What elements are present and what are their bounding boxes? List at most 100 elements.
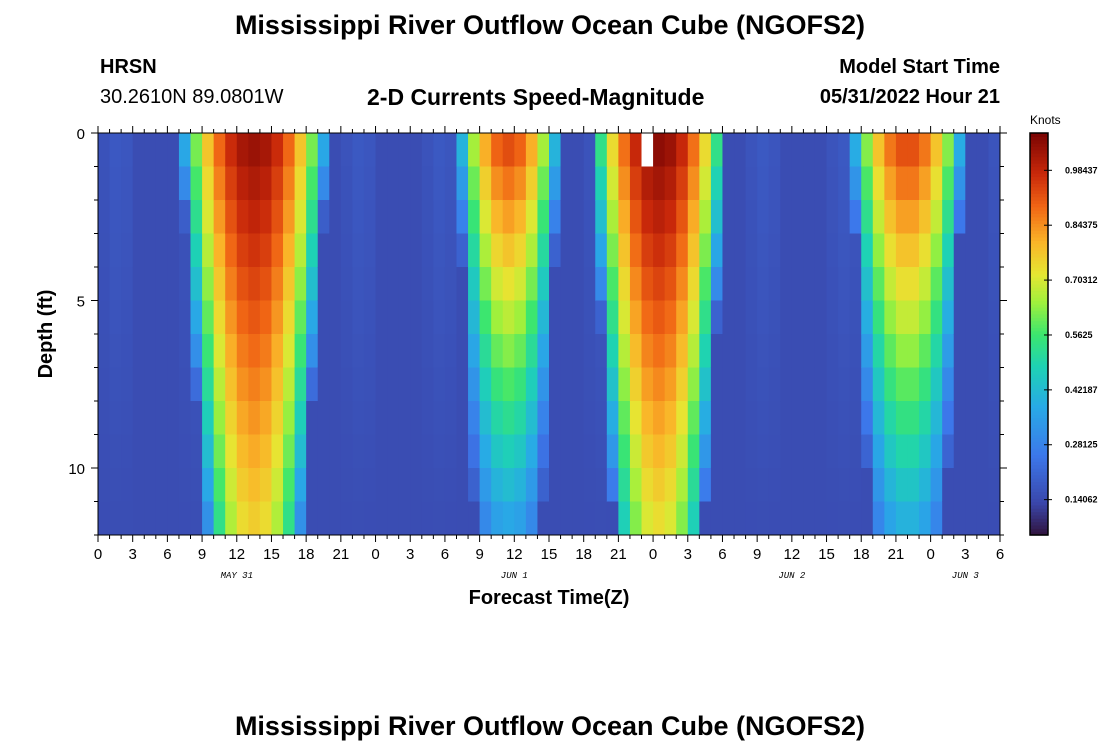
heatmap-cell: [676, 200, 689, 234]
heatmap-cell: [491, 267, 504, 301]
heatmap-cell: [919, 133, 932, 167]
heatmap-cell: [699, 166, 712, 201]
heatmap-cell: [699, 367, 712, 402]
heatmap-cell: [167, 233, 180, 268]
model-start-value: 05/31/2022 Hour 21: [819, 86, 1000, 108]
heatmap-cell: [363, 501, 377, 536]
heatmap-cell: [514, 267, 527, 301]
heatmap-cell: [248, 267, 261, 301]
heatmap-cell: [259, 200, 272, 234]
heatmap-cell: [687, 334, 700, 368]
heatmap-cell: [340, 200, 353, 234]
heatmap-cell: [907, 434, 920, 469]
heatmap-cell: [514, 468, 527, 502]
colorbar-segment: [1030, 451, 1048, 456]
heatmap-cell: [109, 133, 122, 167]
heatmap-cell: [444, 166, 457, 201]
colorbar-segment: [1030, 370, 1048, 375]
heatmap-cell: [433, 267, 446, 301]
heatmap-cell: [387, 200, 400, 234]
heatmap-cell: [363, 401, 377, 435]
heatmap-cell: [572, 434, 585, 469]
heatmap-cell: [444, 300, 457, 335]
heatmap-cell: [745, 166, 758, 201]
heatmap-cell: [167, 133, 180, 167]
heatmap-cell: [976, 367, 989, 402]
colorbar-segment: [1030, 277, 1048, 281]
colorbar-segment: [1030, 414, 1048, 419]
heatmap-cell: [444, 501, 457, 536]
heatmap-cell: [178, 501, 192, 536]
heatmap-cell: [699, 233, 712, 268]
heatmap-cell: [294, 367, 307, 402]
heatmap-cell: [213, 468, 226, 502]
heatmap-cell: [745, 233, 758, 268]
heatmap-cell: [560, 501, 573, 536]
heatmap-cell: [953, 300, 966, 335]
heatmap-cell: [965, 367, 978, 402]
heatmap-cell: [791, 233, 804, 268]
heatmap-cell: [849, 233, 862, 268]
heatmap-cell: [421, 200, 434, 234]
heatmap-cell: [814, 468, 828, 502]
heatmap-cell: [155, 166, 168, 201]
heatmap-cell: [491, 334, 504, 368]
heatmap-cell: [942, 200, 955, 234]
colorbar-segment: [1030, 407, 1048, 412]
heatmap-cell: [456, 300, 469, 335]
heatmap-cell: [468, 200, 481, 234]
heatmap-cell: [144, 233, 157, 268]
heatmap-cell: [537, 468, 550, 502]
heatmap-cell: [606, 200, 619, 234]
colorbar-segment: [1030, 156, 1048, 161]
heatmap-cell: [248, 133, 261, 167]
colorbar-segment: [1030, 260, 1048, 265]
heatmap-cell: [780, 367, 793, 402]
heatmap-cell: [919, 367, 932, 402]
heatmap-cell: [641, 133, 654, 167]
heatmap-cell: [167, 166, 180, 201]
heatmap-cell: [98, 233, 111, 268]
heatmap-cell: [895, 434, 908, 469]
heatmap-cell: [352, 434, 365, 469]
heatmap-cell: [988, 267, 1001, 301]
heatmap-cell: [514, 434, 527, 469]
colorbar-segment: [1030, 220, 1048, 225]
colorbar-segment: [1030, 313, 1048, 318]
heatmap-cell: [190, 334, 203, 368]
heatmap-cell: [283, 200, 296, 234]
heatmap-cell: [283, 401, 296, 435]
heatmap-cell: [202, 133, 215, 167]
heatmap-cell: [525, 401, 538, 435]
colorbar-segment: [1030, 367, 1048, 372]
heatmap-cell: [791, 334, 804, 368]
heatmap-cell: [329, 200, 342, 234]
colorbar-segment: [1030, 240, 1048, 245]
heatmap-cell: [491, 367, 504, 402]
heatmap-cell: [352, 401, 365, 435]
colorbar: 0.98437 0.84375 0.70312 0.5625 0.42187 0.2812…: [1029, 132, 1098, 536]
colorbar-segment: [1030, 521, 1048, 526]
heatmap-cell: [306, 166, 319, 201]
colorbar-segment: [1030, 360, 1048, 365]
heatmap-cell: [664, 367, 677, 402]
heatmap-cell: [849, 133, 862, 167]
heatmap-cell: [791, 367, 804, 402]
colorbar-segment: [1030, 176, 1048, 181]
x-tick-label: 18: [575, 546, 592, 563]
x-tick-label: 9: [475, 546, 483, 563]
heatmap-cell: [861, 166, 874, 201]
heatmap-cell: [167, 334, 180, 368]
heatmap-cell: [178, 133, 192, 167]
heatmap-cell: [768, 267, 781, 301]
heatmap-cell: [144, 501, 157, 536]
heatmap-cell: [259, 133, 272, 167]
heatmap-cell: [664, 434, 677, 469]
heatmap-cell: [271, 200, 284, 234]
heatmap-cell: [375, 334, 388, 368]
heatmap-cell: [213, 166, 226, 201]
heatmap-cell: [456, 166, 469, 201]
heatmap-cell: [549, 200, 562, 234]
heatmap-cell: [456, 501, 469, 536]
heatmap-cell: [433, 334, 446, 368]
